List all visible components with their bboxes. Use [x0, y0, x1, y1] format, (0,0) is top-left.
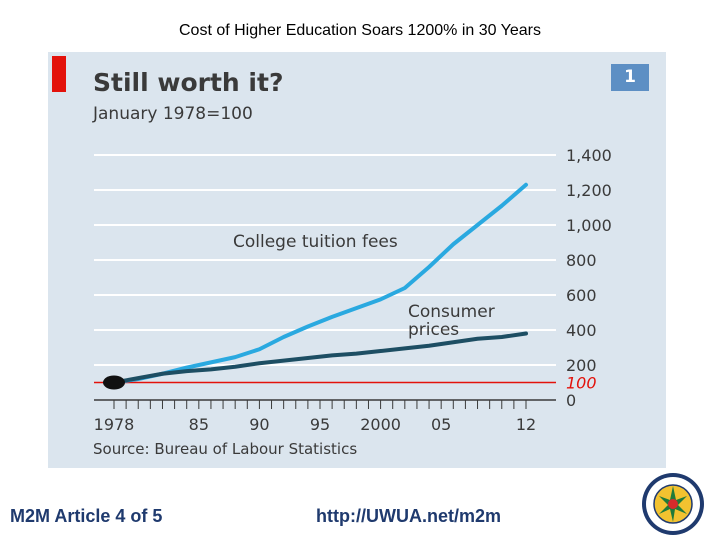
- footer-article-label: M2M Article 4 of 5: [10, 506, 163, 526]
- chart-subtitle: January 1978=100: [93, 104, 253, 124]
- y-tick-label: 200: [566, 356, 597, 375]
- chart-panel: Still worth it? January 1978=100 1 0 200 4…: [48, 52, 666, 468]
- line-chart: 0 200 400 600 800 1,000 1,200 1,400 1978 85 90 95 20…: [94, 146, 612, 434]
- y-tick-label: 400: [566, 321, 597, 340]
- chart-source: Source: Bureau of Labour Statistics: [93, 440, 358, 458]
- y-tick-label: 0: [566, 391, 576, 410]
- y-tick-label: 800: [566, 251, 597, 270]
- start-marker: [103, 375, 125, 390]
- x-tick-label: 95: [310, 415, 330, 434]
- x-tick-label: 85: [189, 415, 209, 434]
- union-seal-logo: [642, 473, 704, 535]
- consumer-series-label-line1: Consumer: [408, 302, 495, 322]
- tuition-series-line: [112, 182, 528, 385]
- x-tick-label: 05: [431, 415, 451, 434]
- slide-title: Cost of Higher Education Soars 1200% in …: [178, 22, 541, 39]
- y-tick-label: 600: [566, 286, 597, 305]
- footer-url-link[interactable]: http://UWUA.net/m2m: [316, 506, 501, 526]
- y-tick-label: 1,200: [566, 181, 612, 200]
- x-tick-label: 2000: [360, 415, 401, 434]
- tuition-series-label: College tuition fees: [233, 232, 398, 252]
- x-tick-label: 90: [249, 415, 269, 434]
- consumer-series-label-line2: prices: [408, 320, 459, 340]
- y-tick-label: 1,000: [566, 216, 612, 235]
- chart-title: Still worth it?: [93, 68, 284, 97]
- red-tab-accent: [52, 56, 66, 92]
- chart-number-badge: 1: [611, 64, 649, 91]
- reference-line-label: 100: [566, 374, 597, 393]
- x-tick-label: 12: [516, 415, 536, 434]
- consumer-prices-series-line: [112, 331, 528, 385]
- y-tick-label: 1,400: [566, 146, 612, 165]
- x-tick-label: 1978: [94, 415, 135, 434]
